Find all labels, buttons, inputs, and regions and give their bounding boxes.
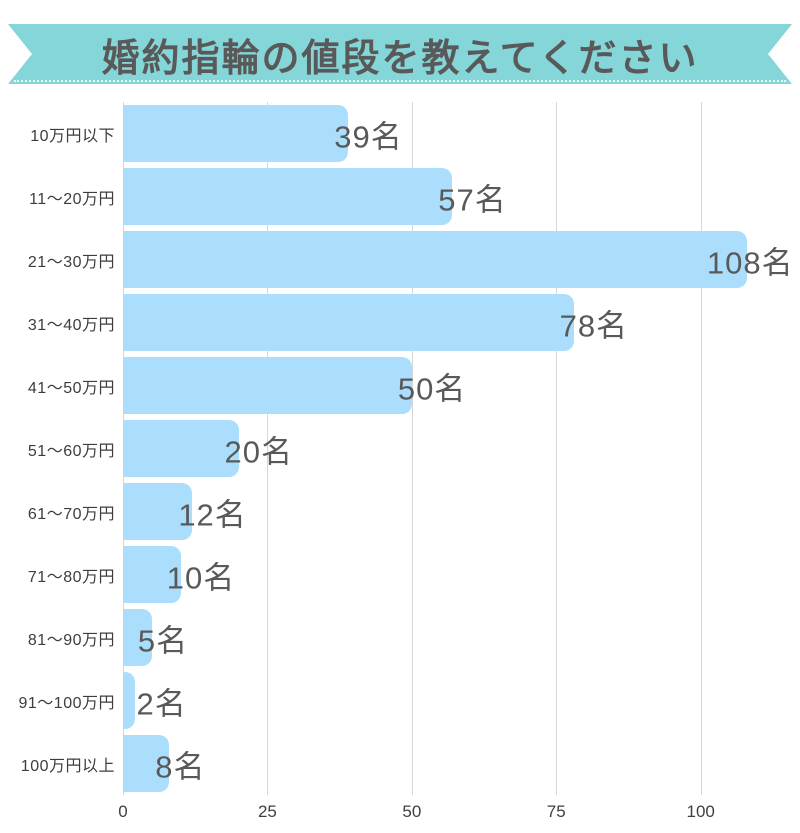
x-axis-tick-label: 0 xyxy=(118,802,128,821)
chart-row: 21〜30万円 108名 xyxy=(0,228,793,291)
plot-cell: 78名 xyxy=(123,291,770,354)
x-axis-tick-label: 100 xyxy=(686,802,715,821)
chart-row: 10万円以下 39名 xyxy=(0,102,770,165)
value-label: 57名 xyxy=(438,182,507,217)
bar xyxy=(123,546,181,603)
value-label: 12名 xyxy=(178,497,247,532)
bar-chart: 10万円以下 39名 11〜20万円 57名 21〜30万円 108名 31〜40万円 78名… xyxy=(0,102,793,832)
category-label: 41〜50万円 xyxy=(27,379,115,397)
bar xyxy=(123,357,412,414)
bar xyxy=(123,231,747,288)
chart-row: 100万円以上 8名 xyxy=(0,732,770,795)
bar xyxy=(123,483,193,540)
category-label: 81〜90万円 xyxy=(27,631,115,649)
plot-cell: 20名 xyxy=(123,417,770,480)
chart-row: 71〜80万円 10名 xyxy=(0,543,770,606)
value-label: 78名 xyxy=(559,308,629,343)
gridline-75 xyxy=(556,102,558,795)
value-label: 50名 xyxy=(397,371,467,406)
x-axis: 0 25 50 75 100 xyxy=(118,795,770,829)
chart-rows: 10万円以下 39名 11〜20万円 57名 21〜30万円 108名 31〜40万円 78名… xyxy=(0,102,793,795)
value-label: 10名 xyxy=(166,560,236,595)
value-label: 20名 xyxy=(224,434,294,469)
chart-row: 41〜50万円 50名 xyxy=(0,354,770,417)
category-label: 61〜70万円 xyxy=(27,505,115,523)
plot-cell: 50名 xyxy=(123,354,770,417)
x-axis-tick-label: 25 xyxy=(257,802,277,821)
plot-cell: 12名 xyxy=(123,480,770,543)
chart-row: 91〜100万円 2名 xyxy=(0,669,770,732)
bar xyxy=(123,672,135,729)
chart-row: 11〜20万円 57名 xyxy=(0,165,770,228)
value-label: 39名 xyxy=(334,119,403,154)
x-axis-tick-label: 75 xyxy=(546,802,566,821)
title-ribbon: 婚約指輪の値段を教えてください xyxy=(8,24,792,84)
chart-row: 31〜40万円 78名 xyxy=(0,291,770,354)
bar xyxy=(123,105,349,162)
chart-row: 51〜60万円 20名 xyxy=(0,417,770,480)
bar xyxy=(123,420,239,477)
category-label: 100万円以上 xyxy=(20,757,115,775)
gridline-50 xyxy=(411,102,413,795)
category-label: 91〜100万円 xyxy=(18,694,115,712)
chart-row: 61〜70万円 12名 xyxy=(0,480,770,543)
value-label: 108名 xyxy=(706,245,794,280)
x-axis-tick-label: 50 xyxy=(402,802,422,821)
bar xyxy=(123,294,574,351)
plot-cell: 10名 xyxy=(123,543,770,606)
plot-cell: 8名 xyxy=(123,732,770,795)
plot-cell: 39名 xyxy=(123,102,770,165)
gridline-25 xyxy=(267,102,269,795)
plot-cell: 57名 xyxy=(123,165,770,228)
value-label: 5名 xyxy=(137,623,189,658)
chart-title: 婚約指輪の値段を教えてください xyxy=(101,37,699,80)
bar xyxy=(123,735,170,792)
chart-row: 81〜90万円 5名 xyxy=(0,606,770,669)
category-label: 10万円以下 xyxy=(30,127,115,145)
value-label: 2名 xyxy=(136,686,187,721)
category-label: 11〜20万円 xyxy=(29,190,115,208)
category-label: 31〜40万円 xyxy=(27,316,115,334)
value-label: 8名 xyxy=(155,749,206,784)
bar xyxy=(123,168,453,225)
plot-cell: 108名 xyxy=(123,228,793,291)
category-label: 21〜30万円 xyxy=(27,253,115,271)
plot-cell: 5名 xyxy=(123,606,770,669)
gridline-100 xyxy=(700,102,702,795)
category-label: 71〜80万円 xyxy=(27,568,115,586)
category-label: 51〜60万円 xyxy=(27,442,115,460)
plot-cell: 2名 xyxy=(123,669,770,732)
bar xyxy=(123,609,152,666)
